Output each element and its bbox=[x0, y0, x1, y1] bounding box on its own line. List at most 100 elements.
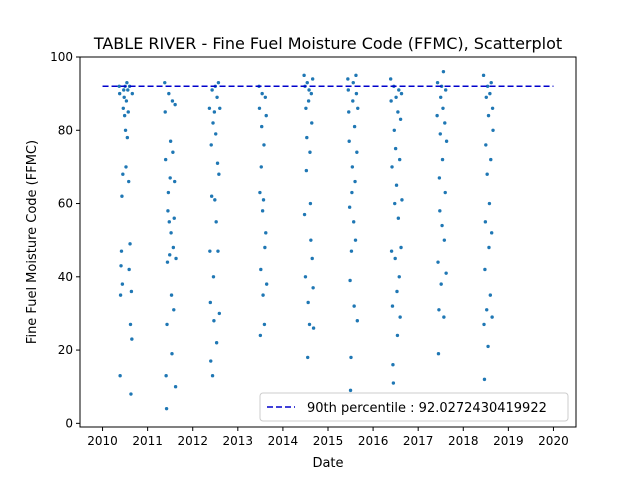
data-point bbox=[168, 139, 173, 143]
data-point bbox=[393, 201, 397, 206]
data-point bbox=[165, 260, 170, 264]
data-point bbox=[390, 165, 394, 169]
data-point bbox=[443, 190, 447, 195]
data-point bbox=[389, 249, 394, 253]
data-point bbox=[440, 223, 444, 228]
data-point bbox=[127, 267, 131, 272]
data-point bbox=[126, 88, 130, 92]
data-point bbox=[443, 121, 447, 125]
data-point bbox=[122, 88, 126, 92]
data-point bbox=[443, 88, 448, 92]
data-point bbox=[212, 319, 216, 323]
data-point bbox=[262, 322, 267, 327]
data-point bbox=[215, 95, 219, 99]
data-point bbox=[119, 264, 123, 268]
data-point bbox=[484, 95, 488, 99]
data-point bbox=[393, 256, 397, 261]
data-point bbox=[391, 381, 396, 385]
data-point bbox=[263, 95, 268, 99]
data-point bbox=[439, 95, 443, 99]
data-point bbox=[350, 165, 355, 169]
data-point bbox=[397, 157, 402, 162]
data-point bbox=[305, 135, 309, 140]
data-point bbox=[438, 132, 442, 136]
data-point bbox=[119, 249, 124, 253]
data-point bbox=[166, 209, 170, 213]
data-point bbox=[117, 84, 121, 89]
legend-label: 90th percentile : 92.0272430419922 bbox=[307, 401, 547, 416]
data-point bbox=[303, 275, 308, 279]
y-axis-label: Fine Fuel Moisture Code (FFMC) bbox=[25, 140, 40, 344]
data-point bbox=[165, 322, 169, 327]
data-point bbox=[352, 304, 356, 308]
data-point bbox=[444, 139, 449, 143]
data-point bbox=[352, 220, 356, 224]
data-point bbox=[392, 128, 396, 132]
data-point bbox=[258, 190, 262, 195]
data-point bbox=[481, 73, 486, 78]
data-point bbox=[353, 238, 358, 242]
data-point bbox=[172, 308, 176, 312]
x-tick-label: 2020 bbox=[538, 434, 569, 448]
data-point bbox=[126, 179, 131, 184]
data-point bbox=[348, 278, 352, 283]
data-point bbox=[435, 113, 439, 118]
data-point bbox=[214, 132, 218, 136]
data-point bbox=[306, 99, 311, 103]
data-point bbox=[117, 91, 122, 96]
x-tick-label: 2017 bbox=[403, 434, 434, 448]
data-point bbox=[259, 165, 263, 169]
data-point bbox=[485, 84, 490, 89]
data-point bbox=[393, 146, 398, 151]
data-point bbox=[172, 179, 177, 184]
data-point bbox=[395, 333, 400, 338]
x-tick-label: 2015 bbox=[313, 434, 344, 448]
data-point bbox=[173, 385, 178, 389]
x-tick-label: 2012 bbox=[177, 434, 208, 448]
data-point bbox=[211, 275, 216, 279]
data-point bbox=[350, 190, 354, 195]
data-point bbox=[394, 183, 399, 187]
data-point bbox=[482, 377, 487, 382]
data-point bbox=[304, 168, 309, 173]
data-point bbox=[398, 315, 402, 319]
data-point bbox=[347, 205, 352, 209]
y-tick-label: 80 bbox=[58, 123, 73, 137]
data-point bbox=[399, 245, 403, 250]
data-point bbox=[347, 110, 351, 114]
data-point bbox=[209, 143, 213, 147]
chart-title: TABLE RIVER - Fine Fuel Moisture Code (F… bbox=[93, 34, 562, 53]
data-point bbox=[258, 333, 263, 338]
data-point bbox=[437, 308, 441, 312]
data-point bbox=[130, 91, 135, 96]
data-point bbox=[307, 88, 311, 92]
data-point bbox=[122, 95, 126, 99]
data-point bbox=[164, 406, 169, 411]
legend-box bbox=[259, 392, 569, 422]
data-point bbox=[306, 355, 310, 360]
data-point bbox=[215, 161, 220, 165]
data-point bbox=[438, 209, 442, 213]
data-point bbox=[164, 374, 168, 378]
data-point bbox=[351, 99, 355, 103]
data-point bbox=[118, 293, 123, 297]
data-point bbox=[128, 322, 133, 327]
data-point bbox=[170, 99, 175, 103]
data-point bbox=[130, 337, 134, 341]
x-tick-label: 2011 bbox=[132, 434, 163, 448]
data-point bbox=[442, 315, 446, 319]
data-point bbox=[439, 84, 444, 89]
data-point bbox=[124, 165, 128, 169]
data-point bbox=[125, 80, 129, 85]
data-point bbox=[354, 91, 359, 96]
data-point bbox=[264, 113, 268, 118]
data-point bbox=[351, 80, 355, 85]
y-tick-label: 40 bbox=[58, 270, 73, 284]
data-point bbox=[211, 121, 215, 125]
data-point bbox=[174, 256, 178, 261]
data-point bbox=[486, 113, 491, 118]
data-point bbox=[173, 102, 177, 107]
data-point bbox=[441, 106, 445, 110]
